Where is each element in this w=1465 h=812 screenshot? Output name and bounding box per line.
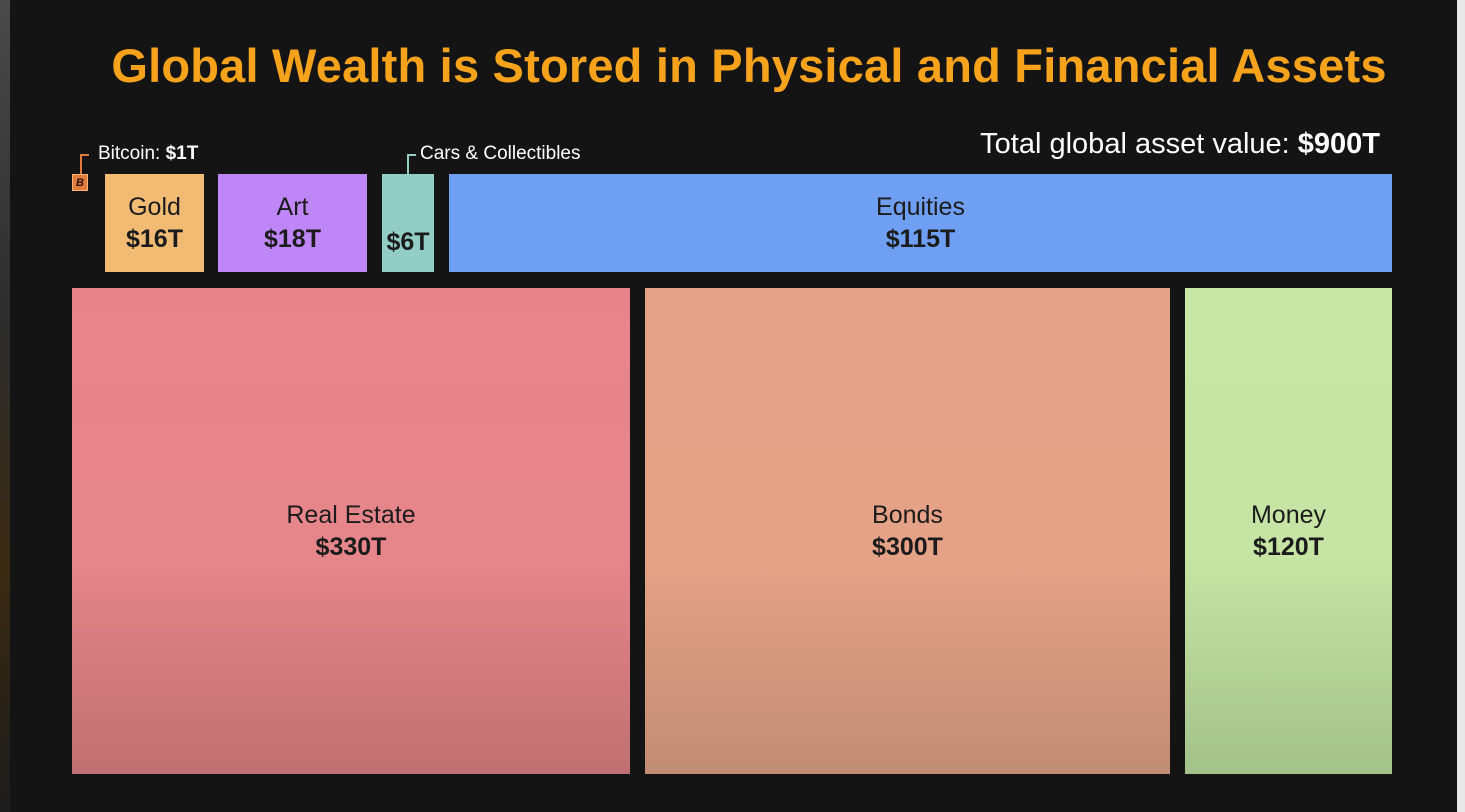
slide: Global Wealth is Stored in Physical and … bbox=[10, 0, 1457, 812]
tile-art: Art $18T bbox=[218, 174, 367, 272]
bitcoin-callout: Bitcoin: $1T bbox=[98, 143, 199, 164]
tile-money: Money $120T bbox=[1185, 288, 1392, 774]
tile-value: $300T bbox=[872, 533, 943, 561]
tile-label: Gold bbox=[128, 192, 181, 221]
tile-label: Real Estate bbox=[286, 500, 416, 529]
bitcoin-icon: B bbox=[72, 174, 88, 191]
total-value-label: Total global asset value: $900T bbox=[980, 128, 1380, 161]
tile-value: $330T bbox=[315, 533, 387, 561]
total-value-amount: $900T bbox=[1297, 128, 1380, 160]
bitcoin-label: Bitcoin bbox=[98, 143, 156, 164]
tile-label: Bonds bbox=[872, 500, 943, 529]
tile-cars-collectibles: $6T bbox=[382, 174, 434, 272]
tile-value: $18T bbox=[264, 225, 321, 253]
bitcoin-callout-bracket bbox=[80, 154, 89, 176]
frame-edge-right bbox=[1457, 0, 1465, 812]
tile-label: Equities bbox=[876, 192, 965, 221]
tile-value: $120T bbox=[1253, 533, 1324, 561]
tile-value: $16T bbox=[126, 225, 183, 253]
tile-value: $115T bbox=[885, 225, 956, 253]
tile-label: Art bbox=[276, 192, 309, 221]
tile-value: $6T bbox=[386, 227, 430, 256]
page-title: Global Wealth is Stored in Physical and … bbox=[111, 39, 1387, 92]
tile-real-estate: Real Estate $330T bbox=[72, 288, 630, 774]
tile-gold: Gold $16T bbox=[105, 174, 204, 272]
tile-bonds: Bonds $300T bbox=[645, 288, 1170, 774]
cars-callout: Cars & Collectibles bbox=[420, 143, 581, 164]
total-value-prefix: Total global asset value: bbox=[980, 128, 1298, 160]
frame-edge-left bbox=[0, 0, 10, 812]
bitcoin-value: $1T bbox=[165, 143, 199, 164]
tile-label: Money bbox=[1250, 500, 1327, 529]
tile-equities: Equities $115T bbox=[449, 174, 1392, 272]
cars-callout-bracket bbox=[407, 154, 416, 176]
